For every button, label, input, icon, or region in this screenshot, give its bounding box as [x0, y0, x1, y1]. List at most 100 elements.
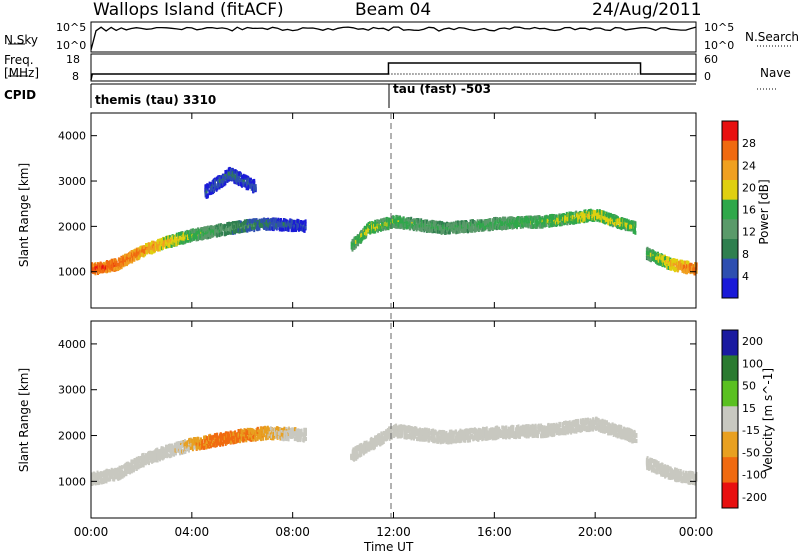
- power-cell: [484, 226, 487, 230]
- power-cell: [406, 220, 409, 225]
- power-cell: [282, 227, 285, 232]
- power-cell: [684, 260, 686, 265]
- power-cell: [479, 219, 481, 224]
- velocity-cell: [133, 465, 136, 470]
- power-cell: [265, 224, 268, 229]
- power-cell: [113, 266, 116, 271]
- power-cell: [561, 221, 564, 226]
- power-cell: [295, 219, 298, 224]
- power-cell: [595, 215, 598, 220]
- power-cell: [512, 223, 515, 228]
- power-cell: [522, 220, 525, 225]
- power-cell: [244, 181, 247, 186]
- power-cell: [647, 251, 650, 256]
- power-cell: [187, 236, 189, 240]
- power-cell: [381, 222, 384, 226]
- power-cell: [290, 225, 293, 230]
- power-cell: [279, 218, 282, 223]
- power-cell: [212, 188, 215, 193]
- power-cell: [210, 182, 213, 187]
- power-cell: [239, 228, 242, 233]
- power-cell: [448, 222, 450, 227]
- power-cell: [98, 270, 101, 274]
- power-cell: [234, 224, 236, 229]
- power-data-points: [91, 166, 698, 276]
- velocity-cell: [145, 453, 148, 458]
- power-cell: [365, 231, 368, 236]
- power-cell: [437, 221, 440, 226]
- power-cell: [556, 220, 559, 225]
- velocity-cell: [215, 443, 218, 448]
- power-cell: [545, 216, 548, 221]
- power-cell: [609, 217, 612, 222]
- power-cell: [439, 224, 441, 229]
- power-cell: [672, 266, 675, 270]
- power-cell: [175, 242, 178, 246]
- power-cell: [484, 219, 487, 223]
- power-cell: [237, 181, 240, 186]
- power-cell: [254, 184, 257, 189]
- power-cell: [180, 240, 183, 245]
- power-cell: [503, 224, 506, 229]
- power-cell: [584, 217, 587, 221]
- velocity-cell: [113, 469, 116, 474]
- power-cell: [199, 235, 202, 240]
- power-cell: [253, 225, 256, 230]
- power-cell: [273, 226, 275, 231]
- power-cell: [163, 240, 166, 245]
- power-cell: [245, 175, 248, 180]
- power-cell: [242, 227, 245, 232]
- power-cell: [175, 237, 178, 242]
- power-cell: [536, 224, 539, 229]
- power-cell: [356, 242, 359, 246]
- power-cell: [148, 247, 151, 252]
- power-cell: [681, 268, 684, 273]
- velocity-cell: [113, 474, 116, 479]
- velocity-cell: [116, 467, 119, 472]
- power-cell: [241, 174, 244, 179]
- velocity-cell: [186, 441, 189, 446]
- power-cell: [163, 243, 166, 248]
- power-cell: [457, 229, 460, 234]
- power-cell: [575, 213, 578, 218]
- power-cell: [612, 218, 615, 223]
- power-cell: [460, 224, 463, 229]
- velocity-cell: [155, 448, 158, 453]
- power-cell: [522, 223, 524, 228]
- velocity-cell: [147, 457, 150, 462]
- power-cell: [620, 226, 623, 231]
- velocity-cell: [184, 446, 187, 451]
- velocity-cell: [119, 473, 122, 478]
- power-cell: [657, 253, 660, 258]
- power-cell: [226, 227, 229, 232]
- power-cell: [403, 218, 406, 223]
- velocity-cell: [220, 432, 222, 437]
- power-cell: [290, 219, 293, 223]
- velocity-cell: [138, 456, 141, 461]
- power-cell: [648, 257, 651, 262]
- power-cell: [446, 223, 449, 228]
- power-cell: [204, 226, 206, 231]
- power-cell: [287, 222, 290, 227]
- power-cell: [201, 230, 204, 235]
- power-cell: [234, 169, 237, 174]
- power-cell: [391, 224, 393, 229]
- power-cell: [167, 243, 170, 248]
- power-cell: [253, 223, 256, 227]
- velocity-cell: [159, 457, 161, 462]
- velocity-cell: [204, 435, 207, 440]
- power-cell: [250, 183, 253, 188]
- velocity-cell: [98, 472, 101, 477]
- power-cell: [528, 215, 531, 220]
- power-cell: [351, 247, 354, 252]
- power-cell: [213, 229, 215, 234]
- velocity-cell: [133, 458, 136, 462]
- power-cell: [611, 223, 614, 228]
- power-cell: [410, 220, 413, 225]
- power-cell: [615, 221, 618, 226]
- power-cell: [157, 245, 160, 250]
- power-cell: [98, 267, 100, 272]
- power-cell: [446, 230, 449, 235]
- velocity-cell: [219, 435, 222, 439]
- velocity-cell: [209, 444, 212, 449]
